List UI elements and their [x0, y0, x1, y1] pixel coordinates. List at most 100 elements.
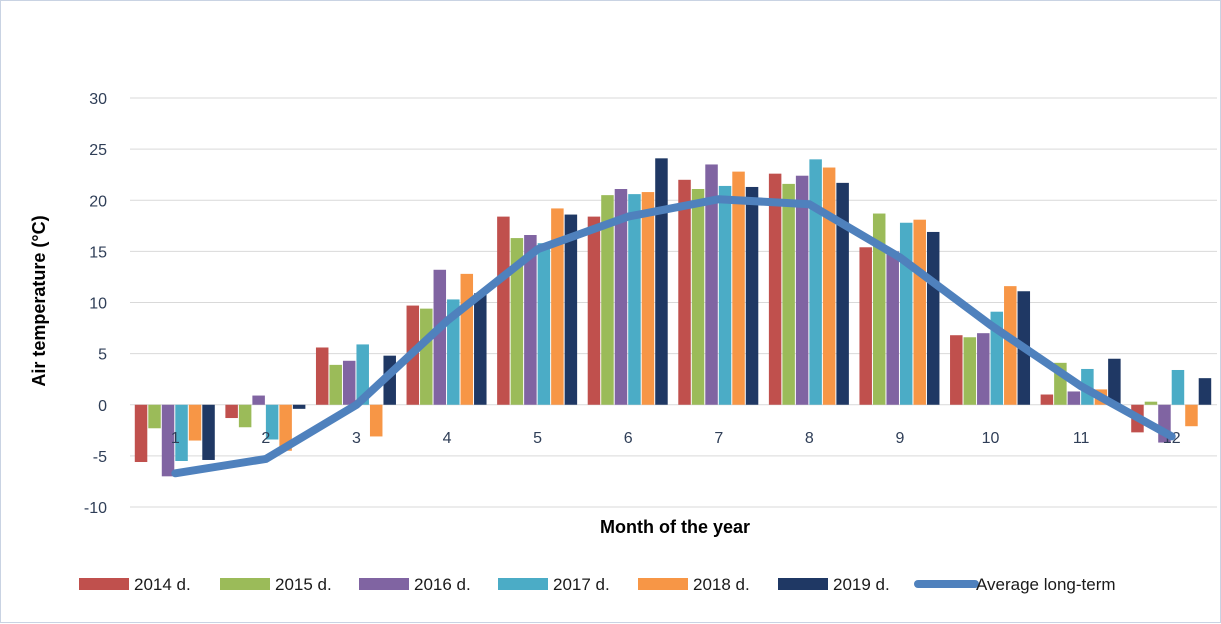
x-tick-label: 9: [896, 430, 905, 447]
bar: [188, 404, 202, 441]
bar: [641, 192, 655, 405]
x-tick-label: 8: [805, 430, 814, 447]
bar: [134, 404, 148, 463]
bar: [1004, 286, 1017, 405]
bar: [1108, 358, 1121, 405]
legend-item: 2014 d.: [79, 575, 191, 594]
bar: [161, 404, 175, 477]
legend-swatch: [778, 578, 828, 590]
legend-item: 2018 d.: [638, 575, 750, 594]
legend-swatch: [638, 578, 688, 590]
bar: [628, 194, 641, 405]
bar: [369, 404, 383, 437]
bar: [691, 189, 705, 405]
y-tick-label: 25: [89, 142, 107, 159]
bar: [292, 404, 306, 409]
average-long-term-line: [171, 195, 1176, 478]
bar: [782, 183, 795, 405]
bar: [433, 269, 447, 405]
bar: [795, 175, 809, 405]
bar: [977, 333, 990, 405]
bar: [148, 404, 161, 429]
legend-item: 2016 d.: [359, 575, 471, 594]
y-tick-labels: 30 25 20 15 10 5 0 -5 -10: [84, 91, 107, 517]
x-tick-label: 2: [261, 430, 270, 447]
bar: [238, 404, 252, 428]
average-line-group: [171, 195, 1176, 478]
bar: [655, 158, 668, 405]
legend-label: 2014 d.: [134, 575, 191, 594]
bar: [1185, 404, 1198, 427]
bar: [564, 214, 578, 405]
bar: [497, 216, 510, 405]
x-tick-label: 7: [714, 430, 723, 447]
bars: [134, 158, 1212, 477]
y-tick-label: 10: [89, 296, 107, 313]
bar: [1067, 391, 1081, 405]
legend-item: Average long-term: [914, 575, 1116, 594]
legend-item: 2015 d.: [220, 575, 332, 594]
bar: [1198, 378, 1212, 405]
bar: [963, 337, 977, 405]
bar: [329, 364, 342, 405]
legend-swatch: [220, 578, 270, 590]
x-tick-label: 6: [624, 430, 633, 447]
bar: [601, 195, 614, 405]
x-axis-title: Month of the year: [600, 517, 750, 537]
bar: [420, 308, 433, 405]
bar: [524, 235, 537, 405]
bar: [447, 299, 460, 405]
bar: [342, 360, 356, 405]
bar: [1144, 401, 1158, 405]
y-tick-label: -10: [84, 500, 107, 517]
bar: [175, 404, 188, 461]
bar: [551, 208, 564, 405]
bar: [614, 189, 628, 405]
legend: 2014 d. 2015 d. 2016 d. 2017 d. 2018 d. 2019 …: [79, 575, 1116, 594]
bar: [279, 404, 292, 451]
bar: [732, 171, 745, 405]
y-tick-label: 0: [98, 398, 107, 415]
legend-label: 2016 d.: [414, 575, 471, 594]
y-axis-title: Air temperature (°C): [29, 215, 49, 386]
bar: [836, 182, 849, 405]
bar: [913, 219, 926, 405]
bar: [899, 222, 913, 405]
bar: [510, 238, 524, 405]
y-tick-label: 5: [98, 347, 107, 364]
bar: [886, 251, 899, 405]
bar: [356, 344, 369, 405]
x-tick-label: 11: [1073, 430, 1090, 447]
bar: [460, 273, 474, 405]
bar: [705, 164, 718, 405]
legend-swatch: [79, 578, 129, 590]
legend-item: 2019 d.: [778, 575, 890, 594]
bar: [252, 395, 265, 405]
legend-label: 2019 d.: [833, 575, 890, 594]
y-tick-label: 15: [89, 244, 107, 261]
bar: [587, 216, 601, 405]
y-tick-label: -5: [93, 449, 107, 466]
bar: [1171, 369, 1185, 405]
x-tick-label: 5: [533, 430, 542, 447]
legend-swatch: [359, 578, 409, 590]
bar: [859, 247, 872, 405]
gridlines: [130, 97, 1217, 508]
bar: [926, 231, 940, 405]
legend-label: 2018 d.: [693, 575, 750, 594]
legend-item: 2017 d.: [498, 575, 610, 594]
y-tick-label: 20: [89, 193, 107, 210]
y-tick-label: 30: [89, 91, 107, 108]
x-tick-labels: 1 2 3 4 5 6 7 8 9 10 11 12: [171, 430, 1181, 447]
bar: [315, 347, 329, 405]
bar: [225, 404, 238, 419]
legend-label: Average long-term: [976, 575, 1116, 594]
bar: [718, 185, 732, 405]
x-tick-label: 10: [982, 430, 1000, 447]
bar: [745, 186, 759, 405]
legend-label: 2015 d.: [275, 575, 332, 594]
bar: [872, 213, 886, 405]
bar: [265, 404, 279, 440]
